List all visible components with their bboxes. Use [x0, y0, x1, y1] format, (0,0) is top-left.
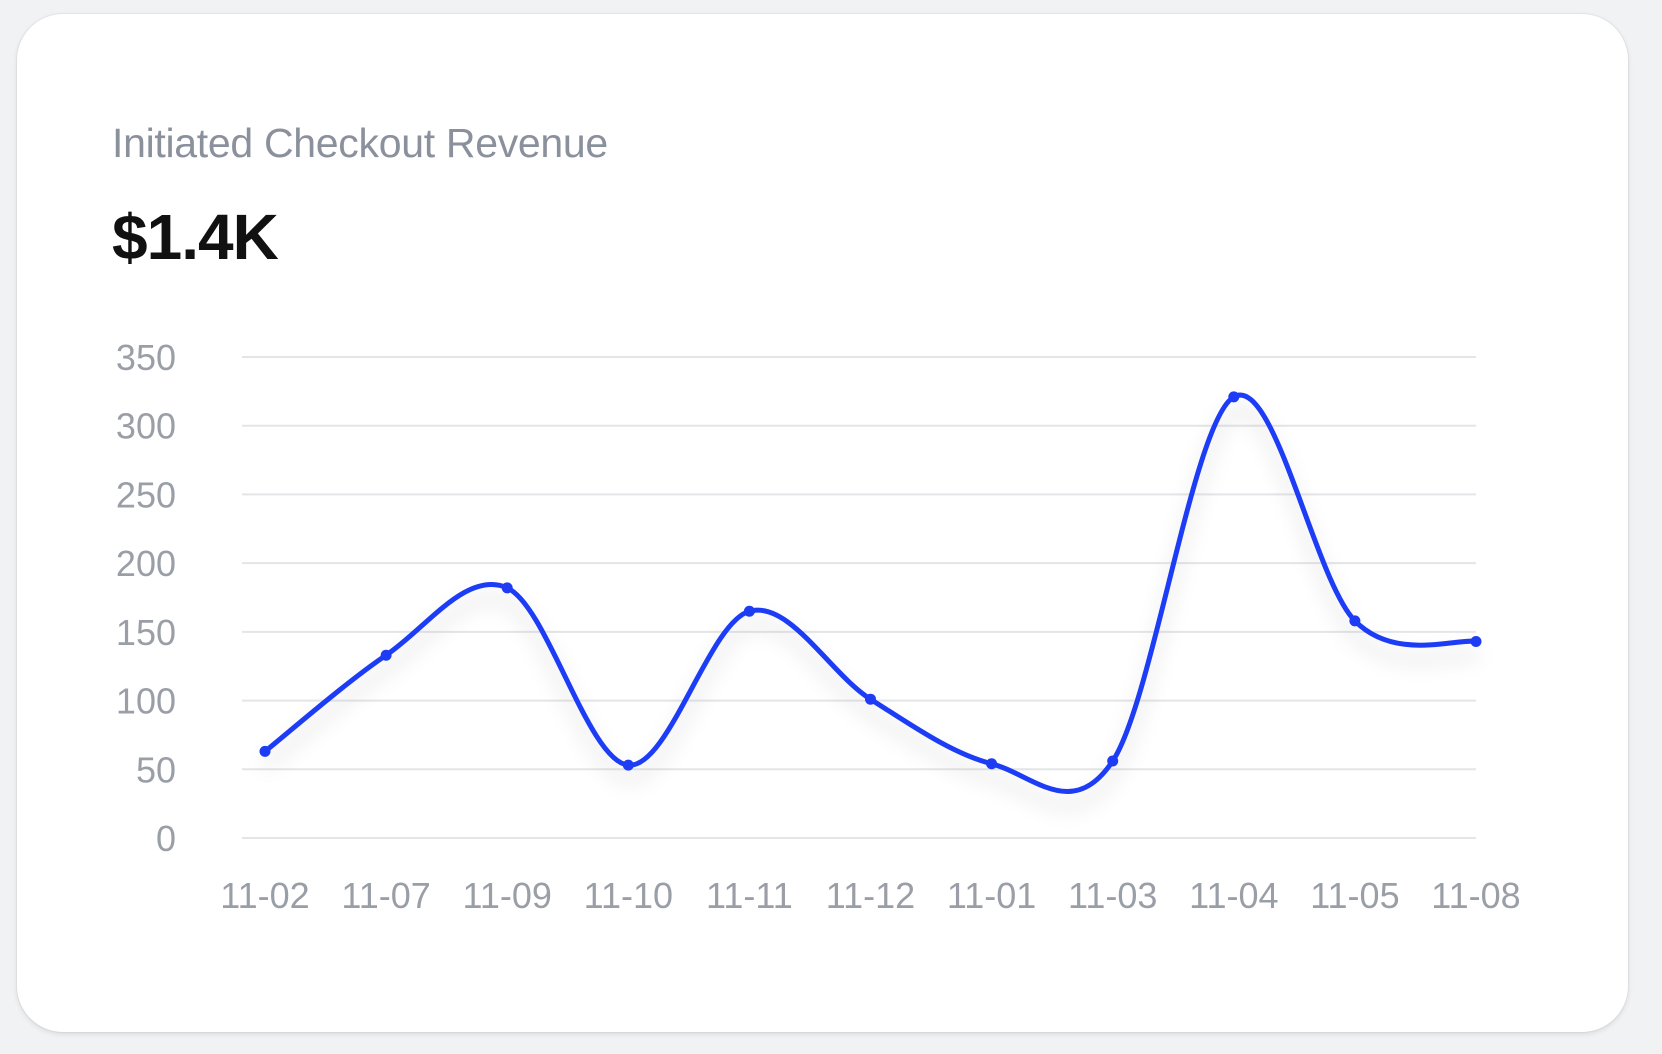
y-tick-label: 0 — [156, 818, 176, 859]
x-tick-label: 11-04 — [1189, 875, 1278, 916]
data-point[interactable] — [501, 582, 513, 594]
data-point[interactable] — [380, 649, 392, 661]
x-tick-label: 11-01 — [947, 875, 1036, 916]
series-line-group — [262, 392, 1479, 794]
y-tick-label: 150 — [116, 612, 176, 653]
x-tick-label: 11-08 — [1431, 875, 1520, 916]
x-tick-label: 11-07 — [341, 875, 430, 916]
x-tick-label: 11-02 — [220, 875, 309, 916]
y-tick-label: 350 — [116, 337, 176, 378]
grid-lines — [242, 356, 1476, 839]
y-tick-label: 300 — [116, 406, 176, 447]
data-point[interactable] — [986, 758, 998, 770]
x-tick-label: 11-12 — [826, 875, 915, 916]
data-point[interactable] — [743, 605, 755, 617]
data-points — [259, 391, 1482, 771]
x-axis: 11-02 11-07 11-09 11-10 11-11 11-12 11-01 11-03… — [220, 875, 1520, 916]
data-point[interactable] — [1107, 755, 1119, 767]
y-tick-label: 100 — [116, 681, 176, 722]
card-title: Initiated Checkout Revenue — [112, 120, 608, 166]
y-axis: 0 50 100 150 200 250 300 350 — [116, 337, 176, 859]
data-point[interactable] — [622, 759, 634, 771]
series-line — [262, 392, 1479, 794]
data-point[interactable] — [259, 745, 271, 757]
x-tick-label: 11-10 — [584, 875, 673, 916]
y-tick-label: 50 — [136, 749, 176, 790]
data-point[interactable] — [1470, 635, 1482, 647]
x-tick-label: 11-11 — [706, 875, 793, 916]
data-point[interactable] — [865, 693, 876, 705]
data-point[interactable] — [1228, 391, 1240, 403]
y-tick-label: 200 — [116, 543, 176, 584]
y-tick-label: 250 — [116, 474, 176, 515]
data-point[interactable] — [1349, 615, 1361, 627]
x-tick-label: 11-09 — [462, 875, 551, 916]
revenue-card — [17, 14, 1628, 1032]
x-tick-label: 11-05 — [1310, 875, 1399, 916]
card-value: $1.4K — [112, 201, 279, 273]
x-tick-label: 11-03 — [1068, 875, 1157, 916]
